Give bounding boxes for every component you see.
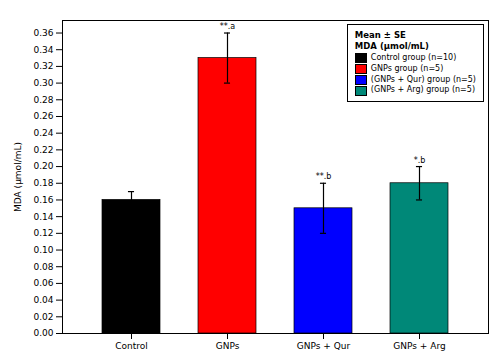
svg-text:GNPs + Arg: GNPs + Arg <box>393 341 445 351</box>
svg-text:0.24: 0.24 <box>33 128 53 138</box>
html-text:Control group (n=10): Control group (n=10) <box>370 52 457 62</box>
svg-text:0.02: 0.02 <box>33 312 53 322</box>
svg-text:0.20: 0.20 <box>33 161 53 171</box>
html-text:(GNPs + Qur) group (n=5): (GNPs + Qur) group (n=5) <box>370 74 476 84</box>
svg-text:0.32: 0.32 <box>33 61 53 71</box>
svg-text:0.36: 0.36 <box>33 28 53 38</box>
html-text:GNPs group (n=5): GNPs group (n=5) <box>370 63 444 73</box>
svg-text:0.10: 0.10 <box>33 245 53 255</box>
html-text:MDA (μmol/mL): MDA (μmol/mL) <box>354 41 429 52</box>
html-text:(GNPs + Arg) group (n=5): (GNPs + Arg) group (n=5) <box>370 85 475 95</box>
svg-text:GNPs + Qur: GNPs + Qur <box>297 341 351 351</box>
svg-text:MDA (μmol/mL): MDA (μmol/mL) <box>13 142 23 212</box>
svg-text:**.b: **.b <box>316 172 332 181</box>
svg-text:0.08: 0.08 <box>33 262 53 272</box>
svg-text:0.28: 0.28 <box>33 95 53 105</box>
svg-text:0.00: 0.00 <box>33 328 53 338</box>
svg-text:*.b: *.b <box>414 156 426 165</box>
svg-text:0.16: 0.16 <box>33 195 53 205</box>
html-text:Mean ± SE: Mean ± SE <box>354 30 406 40</box>
svg-text:0.26: 0.26 <box>33 111 53 121</box>
svg-text:0.12: 0.12 <box>33 228 53 238</box>
svg-text:0.06: 0.06 <box>33 278 53 288</box>
svg-text:Control: Control <box>115 341 148 351</box>
svg-text:**.a: **.a <box>220 22 236 31</box>
svg-text:GNPs: GNPs <box>216 341 240 351</box>
svg-text:0.18: 0.18 <box>33 178 53 188</box>
svg-text:0.34: 0.34 <box>33 45 53 55</box>
svg-text:0.04: 0.04 <box>33 295 53 305</box>
svg-text:0.22: 0.22 <box>33 145 53 155</box>
svg-text:0.30: 0.30 <box>33 78 53 88</box>
svg-text:0.14: 0.14 <box>33 212 53 222</box>
